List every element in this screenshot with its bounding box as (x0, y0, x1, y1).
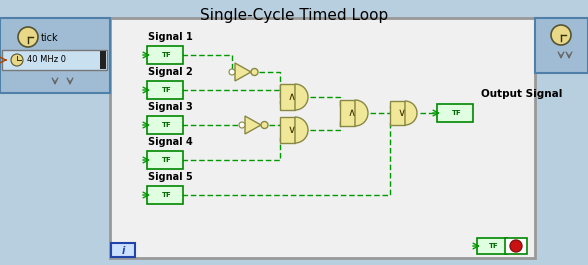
Text: ∧: ∧ (288, 92, 296, 102)
Text: ∨: ∨ (288, 125, 296, 135)
FancyBboxPatch shape (477, 238, 507, 254)
Circle shape (239, 122, 245, 128)
Wedge shape (295, 117, 308, 143)
Text: 40 MHz 0: 40 MHz 0 (27, 55, 66, 64)
Text: TF: TF (162, 122, 172, 128)
Text: TF: TF (162, 157, 172, 163)
Circle shape (510, 240, 522, 252)
Text: Signal 4: Signal 4 (148, 137, 193, 147)
FancyBboxPatch shape (147, 186, 183, 204)
Wedge shape (405, 101, 417, 125)
Wedge shape (355, 100, 368, 126)
FancyBboxPatch shape (147, 81, 183, 99)
Text: Signal 2: Signal 2 (148, 67, 193, 77)
FancyBboxPatch shape (535, 18, 588, 73)
Text: ∧: ∧ (348, 108, 356, 118)
FancyBboxPatch shape (437, 104, 473, 122)
Text: Signal 5: Signal 5 (148, 172, 193, 182)
Wedge shape (295, 84, 308, 110)
FancyBboxPatch shape (147, 116, 183, 134)
Circle shape (251, 68, 258, 76)
Circle shape (18, 27, 38, 47)
Text: TF: TF (489, 243, 499, 249)
Circle shape (261, 121, 268, 129)
FancyBboxPatch shape (100, 51, 106, 69)
FancyBboxPatch shape (505, 238, 527, 254)
Text: Output Signal: Output Signal (481, 89, 562, 99)
FancyBboxPatch shape (111, 243, 135, 257)
FancyBboxPatch shape (147, 151, 183, 169)
FancyBboxPatch shape (280, 117, 295, 143)
Polygon shape (245, 116, 261, 134)
FancyBboxPatch shape (340, 100, 355, 126)
Text: i: i (121, 246, 125, 256)
Text: TF: TF (162, 52, 172, 58)
FancyBboxPatch shape (147, 46, 183, 64)
Circle shape (551, 25, 571, 45)
Circle shape (11, 54, 23, 66)
Circle shape (229, 69, 235, 75)
Polygon shape (235, 63, 251, 81)
FancyBboxPatch shape (2, 50, 107, 70)
Text: TF: TF (452, 110, 462, 116)
FancyBboxPatch shape (110, 18, 535, 258)
Text: Signal 1: Signal 1 (148, 32, 193, 42)
Text: Signal 3: Signal 3 (148, 102, 193, 112)
Text: TF: TF (162, 87, 172, 93)
FancyBboxPatch shape (280, 84, 295, 110)
Text: Single-Cycle Timed Loop: Single-Cycle Timed Loop (200, 8, 388, 23)
FancyBboxPatch shape (0, 18, 110, 93)
FancyBboxPatch shape (390, 101, 405, 125)
Text: TF: TF (162, 192, 172, 198)
Text: tick: tick (41, 33, 59, 43)
Text: ∨: ∨ (398, 108, 406, 118)
